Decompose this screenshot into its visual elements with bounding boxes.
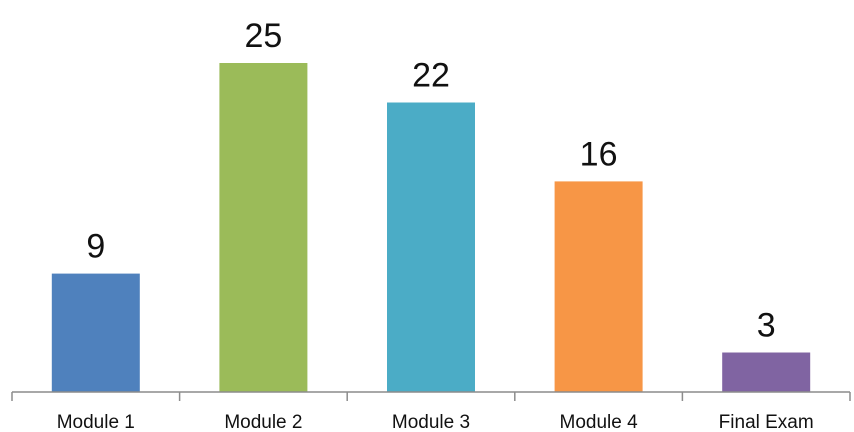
x-tick-label-module-3: Module 3 — [392, 412, 470, 432]
data-label-module-3: 22 — [412, 57, 450, 95]
x-tick-label-module-2: Module 2 — [224, 412, 302, 432]
bar-module-4 — [554, 181, 643, 392]
x-axis — [11, 391, 851, 401]
bar-module-3 — [387, 102, 475, 392]
x-tick-label-final-exam: Final Exam — [719, 412, 814, 432]
bar-module-1 — [51, 273, 140, 392]
data-label-final-exam: 3 — [757, 307, 776, 345]
data-label-module-4: 16 — [580, 135, 618, 173]
data-label-module-1: 9 — [86, 228, 105, 266]
data-labels-group: 9 25 22 16 3 — [86, 17, 775, 345]
data-label-module-2: 25 — [244, 17, 282, 55]
x-tick-label-module-1: Module 1 — [57, 412, 135, 432]
bars-group — [51, 63, 811, 392]
x-tick-labels-group: Module 1 Module 2 Module 3 Module 4 Final Ex… — [57, 412, 814, 432]
x-tick-label-module-4: Module 4 — [560, 412, 639, 432]
bar-final-exam — [722, 352, 811, 392]
bar-module-2 — [219, 63, 308, 392]
